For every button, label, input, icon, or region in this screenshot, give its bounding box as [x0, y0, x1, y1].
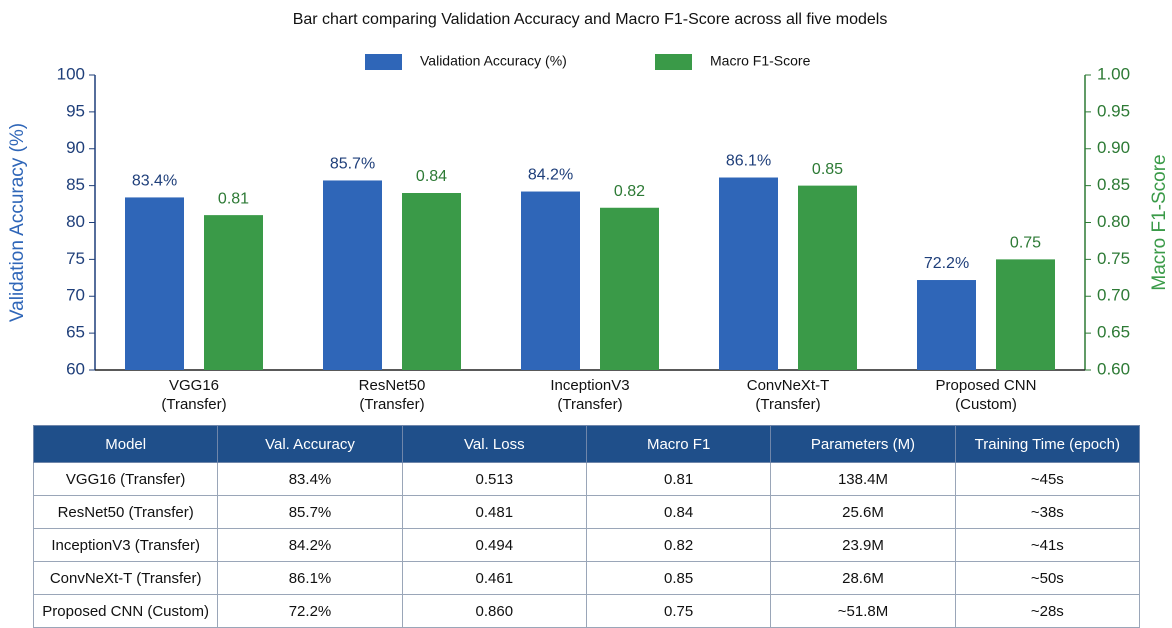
- y2-tick-label: 0.80: [1097, 212, 1130, 231]
- bar: [521, 191, 580, 370]
- table-cell: ResNet50 (Transfer): [32, 495, 219, 529]
- y-tick-label: 80: [66, 212, 85, 231]
- header-row: Model Val. Accuracy Val. Loss Macro F1 Param…: [32, 425, 1141, 463]
- data-label: 72.2%: [924, 255, 969, 272]
- table-cell: ~38s: [954, 495, 1141, 529]
- data-label: 0.81: [218, 190, 249, 207]
- data-label: 83.4%: [132, 173, 177, 190]
- x-tick-label: ResNet50 (Transfer): [358, 377, 426, 413]
- table-cell: 84.2%: [217, 528, 403, 562]
- table-cell: 0.860: [401, 594, 587, 628]
- bar: [719, 177, 778, 370]
- x-tick-label: ConvNeXt-T (Transfer): [746, 377, 830, 413]
- chart: Bar chart comparing Validation Accuracy …: [7, 11, 1170, 378]
- y-tick-label: 95: [66, 101, 85, 120]
- table-row: VGG16 (Transfer) 83.4% 0.513 0.81 138.4M ~45s: [32, 462, 1141, 496]
- column-header: Model: [32, 425, 219, 463]
- table-cell: 138.4M: [770, 462, 956, 496]
- table-cell: 28.6M: [770, 561, 956, 595]
- y-tick-label: 100: [57, 64, 85, 83]
- column-header: Training Time (epoch): [954, 425, 1141, 463]
- bar: [917, 280, 976, 370]
- table-cell: ~41s: [954, 528, 1141, 562]
- y2-tick-label: 0.65: [1097, 323, 1130, 342]
- y2-tick-label: 0.90: [1097, 138, 1130, 157]
- y-tick-label: 85: [66, 175, 85, 194]
- x-tick-label: VGG16 (Transfer): [161, 377, 227, 413]
- y2-tick-label: 0.75: [1097, 249, 1130, 268]
- data-label: 0.85: [812, 161, 843, 178]
- y-tick-label: 90: [66, 138, 85, 157]
- table-cell: 0.494: [401, 528, 587, 562]
- table-cell: Proposed CNN (Custom): [32, 594, 219, 628]
- x-tick-label: Proposed CNN (Custom): [935, 377, 1037, 413]
- table-row: ResNet50 (Transfer) 85.7% 0.481 0.84 25.6M ~3…: [32, 495, 1141, 529]
- column-header: Macro F1: [585, 425, 772, 463]
- y-axis-label: Validation Accuracy (%): [7, 123, 28, 322]
- data-label: 0.82: [614, 183, 645, 200]
- table-cell: 0.81: [585, 462, 772, 496]
- table-cell: VGG16 (Transfer): [32, 462, 219, 496]
- column-header: Val. Loss: [401, 425, 587, 463]
- y2-tick-label: 1.00: [1097, 64, 1130, 83]
- table-cell: 25.6M: [770, 495, 956, 529]
- table-cell: 0.75: [585, 594, 772, 628]
- y2-tick-label: 0.70: [1097, 286, 1130, 305]
- y-tick-label: 70: [66, 286, 85, 305]
- x-tick-label: InceptionV3 (Transfer): [550, 377, 630, 413]
- y2-tick-label: 0.60: [1097, 359, 1130, 378]
- bar: [323, 180, 382, 370]
- legend-label: Validation Accuracy (%): [420, 53, 567, 69]
- table-cell: ~28s: [954, 594, 1141, 628]
- bar: [600, 207, 659, 370]
- column-header: Val. Accuracy: [217, 425, 403, 463]
- table-cell: 85.7%: [217, 495, 403, 529]
- bar: [204, 215, 263, 370]
- legend-swatch: [655, 54, 692, 70]
- table-cell: 0.82: [585, 528, 772, 562]
- legend-label: Macro F1-Score: [710, 53, 811, 69]
- y-tick-label: 75: [66, 249, 85, 268]
- y2-axis-label: Macro F1-Score: [1149, 154, 1170, 290]
- table: Model Val. Accuracy Val. Loss Macro F1 Param…: [32, 425, 1141, 628]
- y-tick-label: 65: [66, 323, 85, 342]
- y-tick-label: 60: [66, 359, 85, 378]
- data-label: 0.84: [416, 168, 447, 185]
- table-cell: 0.513: [401, 462, 587, 496]
- table-cell: 0.84: [585, 495, 772, 529]
- table-cell: 72.2%: [217, 594, 403, 628]
- data-label: 84.2%: [528, 167, 573, 184]
- y2-tick-label: 0.85: [1097, 175, 1130, 194]
- bar: [125, 197, 184, 370]
- table-cell: 23.9M: [770, 528, 956, 562]
- table-row: InceptionV3 (Transfer) 84.2% 0.494 0.82 23.9…: [32, 528, 1141, 562]
- data-label: 85.7%: [330, 156, 375, 173]
- bar: [798, 185, 857, 370]
- y2-tick-label: 0.95: [1097, 101, 1130, 120]
- table-cell: ~51.8M: [770, 594, 956, 628]
- table-cell: 0.85: [585, 561, 772, 595]
- table-row: ConvNeXt-T (Transfer) 86.1% 0.461 0.85 28.6M…: [32, 561, 1141, 595]
- data-label: 86.1%: [726, 153, 771, 170]
- table-cell: 0.481: [401, 495, 587, 529]
- table-cell: 0.461: [401, 561, 587, 595]
- table-cell: InceptionV3 (Transfer): [32, 528, 219, 562]
- legend-swatch: [365, 54, 402, 70]
- table-cell: ~45s: [954, 462, 1141, 496]
- table-cell: ConvNeXt-T (Transfer): [32, 561, 219, 595]
- table-cell: 86.1%: [217, 561, 403, 595]
- chart-title: Bar chart comparing Validation Accuracy …: [293, 11, 888, 28]
- data-label: 0.75: [1010, 235, 1041, 252]
- bar: [402, 193, 461, 370]
- table-cell: ~50s: [954, 561, 1141, 595]
- bar: [996, 259, 1055, 370]
- table-cell: 83.4%: [217, 462, 403, 496]
- table-row: Proposed CNN (Custom) 72.2% 0.860 0.75 ~51.8…: [32, 594, 1141, 628]
- column-header: Parameters (M): [770, 425, 956, 463]
